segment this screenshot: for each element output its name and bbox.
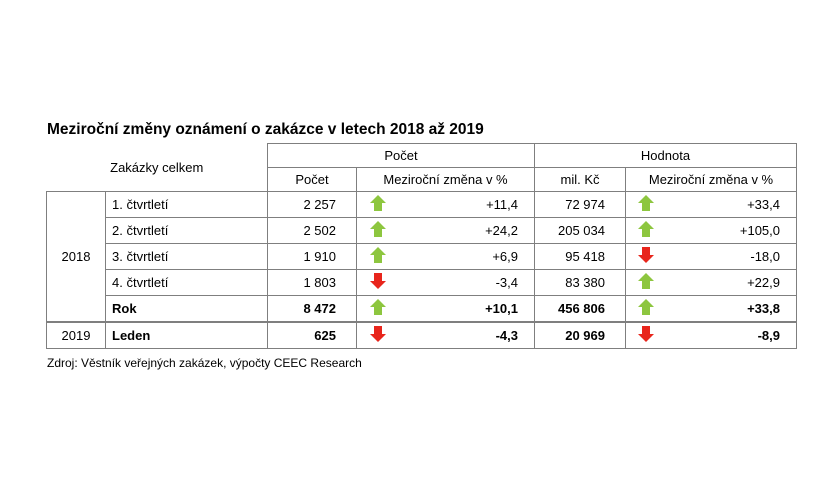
year-cell: 2019 bbox=[46, 321, 106, 349]
arrow-up-icon bbox=[637, 220, 655, 241]
count-value: 2 502 bbox=[267, 217, 357, 244]
arrow-up-icon bbox=[369, 194, 387, 215]
value-arrow-cell bbox=[625, 269, 666, 296]
count-value: 2 257 bbox=[267, 191, 357, 218]
year-cell: 2018 bbox=[46, 191, 106, 323]
count-arrow-cell bbox=[356, 295, 399, 323]
arrow-up-icon bbox=[369, 298, 387, 319]
tender-table: Zakázky celkem Počet Hodnota Počet Mezir… bbox=[46, 143, 797, 349]
row-label: 3. čtvrtletí bbox=[105, 243, 268, 270]
count-change-value: -4,3 bbox=[398, 321, 535, 349]
count-arrow-cell bbox=[356, 217, 399, 244]
arrow-down-icon bbox=[369, 272, 387, 293]
row-label: Leden bbox=[105, 321, 268, 349]
table-title: Meziroční změny oznámení o zakázce v let… bbox=[47, 121, 484, 138]
arrow-up-icon bbox=[637, 272, 655, 293]
header-row-2: Počet Meziroční změna v % mil. Kč Meziro… bbox=[47, 167, 797, 192]
value-change-col-header: Meziroční změna v % bbox=[625, 167, 797, 192]
value-col-header: mil. Kč bbox=[534, 167, 626, 192]
header-row-1: Zakázky celkem Počet Hodnota bbox=[46, 143, 797, 192]
value-value: 205 034 bbox=[534, 217, 626, 244]
source-note: Zdroj: Věstník veřejných zakázek, výpočt… bbox=[47, 356, 362, 370]
arrow-up-icon bbox=[369, 246, 387, 267]
value-arrow-cell bbox=[625, 243, 666, 270]
count-change-value: -3,4 bbox=[398, 269, 535, 296]
value-change-value: +33,4 bbox=[665, 191, 797, 218]
count-value: 625 bbox=[267, 321, 357, 349]
count-change-value: +10,1 bbox=[398, 295, 535, 323]
value-value: 72 974 bbox=[534, 191, 626, 218]
count-value: 8 472 bbox=[267, 295, 357, 323]
row-label: 4. čtvrtletí bbox=[105, 269, 268, 296]
count-change-value: +24,2 bbox=[398, 217, 535, 244]
value-change-value: -8,9 bbox=[665, 321, 797, 349]
row-label: Rok bbox=[105, 295, 268, 323]
value-value: 456 806 bbox=[534, 295, 626, 323]
table-row-2019: 2019 Leden 625 -4,3 20 969 -8,9 bbox=[46, 321, 797, 349]
value-value: 83 380 bbox=[534, 269, 626, 296]
value-arrow-cell bbox=[625, 295, 666, 323]
value-arrow-cell bbox=[625, 321, 666, 349]
table-row-total: Rok 8 472 +10,1 456 806 +33,8 bbox=[47, 295, 797, 323]
count-arrow-cell bbox=[356, 243, 399, 270]
count-change-value: +6,9 bbox=[398, 243, 535, 270]
row-label: 2. čtvrtletí bbox=[105, 217, 268, 244]
arrow-up-icon bbox=[637, 298, 655, 319]
value-arrow-cell bbox=[625, 191, 666, 218]
table-row: 2018 1. čtvrtletí 2 257 +11,4 72 974 +33… bbox=[46, 191, 797, 323]
group-label: Zakázky celkem bbox=[46, 143, 268, 192]
arrow-down-icon bbox=[369, 325, 387, 346]
value-change-value: +22,9 bbox=[665, 269, 797, 296]
count-group-header: Počet bbox=[267, 143, 535, 168]
value-change-value: +33,8 bbox=[665, 295, 797, 323]
value-value: 95 418 bbox=[534, 243, 626, 270]
row-label: 1. čtvrtletí bbox=[105, 191, 268, 218]
value-change-value: +105,0 bbox=[665, 217, 797, 244]
value-value: 20 969 bbox=[534, 321, 626, 349]
table-row: 4. čtvrtletí 1 803 -3,4 83 380 +22,9 bbox=[47, 269, 797, 296]
arrow-down-icon bbox=[637, 246, 655, 267]
count-arrow-cell bbox=[356, 321, 399, 349]
value-change-value: -18,0 bbox=[665, 243, 797, 270]
value-group-header: Hodnota bbox=[534, 143, 797, 168]
arrow-down-icon bbox=[637, 325, 655, 346]
count-arrow-cell bbox=[356, 191, 399, 218]
arrow-up-icon bbox=[637, 194, 655, 215]
count-change-col-header: Meziroční změna v % bbox=[356, 167, 535, 192]
table-row: 3. čtvrtletí 1 910 +6,9 95 418 -18,0 bbox=[47, 243, 797, 270]
arrow-up-icon bbox=[369, 220, 387, 241]
table-row: 2. čtvrtletí 2 502 +24,2 205 034 +105,0 bbox=[47, 217, 797, 244]
count-value: 1 910 bbox=[267, 243, 357, 270]
count-change-value: +11,4 bbox=[398, 191, 535, 218]
value-arrow-cell bbox=[625, 217, 666, 244]
count-value: 1 803 bbox=[267, 269, 357, 296]
count-col-header: Počet bbox=[267, 167, 357, 192]
count-arrow-cell bbox=[356, 269, 399, 296]
